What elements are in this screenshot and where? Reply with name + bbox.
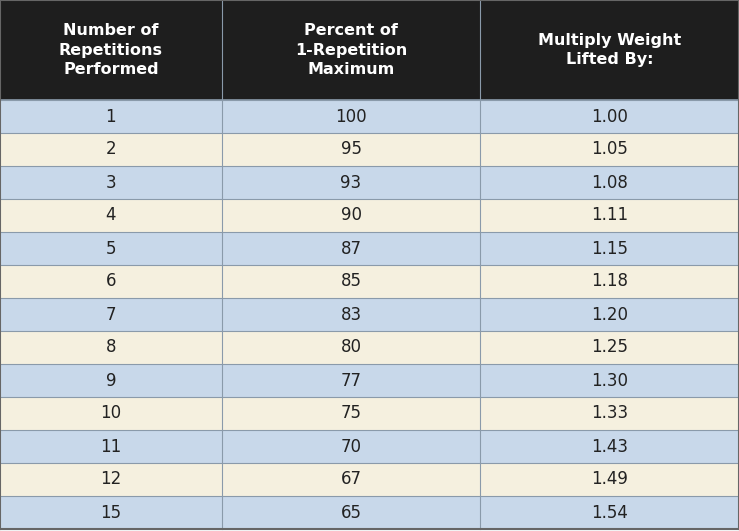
Text: 1: 1 [106,107,116,125]
Bar [0,199,222,232]
Bar [480,0,739,100]
Bar [222,100,480,133]
Text: 95: 95 [341,141,361,158]
Bar [0,364,222,397]
Text: 7: 7 [106,305,116,323]
Bar [222,133,480,166]
Bar [480,232,739,265]
Bar [0,463,222,496]
Text: 1.18: 1.18 [591,272,628,290]
Bar [222,199,480,232]
Text: 1.05: 1.05 [591,141,628,158]
Bar [480,298,739,331]
Bar [0,331,222,364]
Bar [480,199,739,232]
Bar [222,0,480,100]
Text: 1.54: 1.54 [591,503,628,521]
Text: 1.15: 1.15 [591,239,628,258]
Bar [480,397,739,430]
Text: 1.43: 1.43 [591,438,628,456]
Bar [222,397,480,430]
Bar [0,100,222,133]
Text: 9: 9 [106,372,116,390]
Bar [0,496,222,529]
Text: Percent of
1-Repetition
Maximum: Percent of 1-Repetition Maximum [295,23,407,76]
Bar [222,232,480,265]
Bar [222,166,480,199]
Text: 77: 77 [341,372,361,390]
Text: 70: 70 [341,438,361,456]
Text: 11: 11 [101,438,121,456]
Bar [480,100,739,133]
Bar [480,364,739,397]
Bar [222,331,480,364]
Text: 6: 6 [106,272,116,290]
Bar [222,265,480,298]
Text: 15: 15 [101,503,121,521]
Bar [480,133,739,166]
Bar [480,430,739,463]
Text: 65: 65 [341,503,361,521]
Text: 93: 93 [341,174,361,192]
Text: 1.30: 1.30 [591,372,628,390]
Bar [0,265,222,298]
Text: 1.00: 1.00 [591,107,628,125]
Bar [480,331,739,364]
Bar [222,364,480,397]
Text: 5: 5 [106,239,116,258]
Text: 90: 90 [341,207,361,225]
Text: 100: 100 [336,107,367,125]
Text: 10: 10 [101,405,121,423]
Bar [0,298,222,331]
Bar [480,496,739,529]
Text: Multiply Weight
Lifted By:: Multiply Weight Lifted By: [538,33,681,67]
Text: 85: 85 [341,272,361,290]
Text: 1.25: 1.25 [591,338,628,356]
Bar [222,298,480,331]
Text: Number of
Repetitions
Performed: Number of Repetitions Performed [59,23,163,76]
Text: 87: 87 [341,239,361,258]
Text: 3: 3 [106,174,116,192]
Bar [480,265,739,298]
Bar [222,430,480,463]
Bar [222,463,480,496]
Bar [480,166,739,199]
Bar [222,496,480,529]
Bar [0,0,222,100]
Bar [0,166,222,199]
Text: 8: 8 [106,338,116,356]
Bar [0,232,222,265]
Text: 2: 2 [106,141,116,158]
Bar [0,133,222,166]
Text: 1.20: 1.20 [591,305,628,323]
Text: 83: 83 [341,305,361,323]
Text: 1.33: 1.33 [591,405,628,423]
Text: 1.11: 1.11 [591,207,628,225]
Text: 4: 4 [106,207,116,225]
Text: 75: 75 [341,405,361,423]
Text: 80: 80 [341,338,361,356]
Bar [480,463,739,496]
Text: 1.49: 1.49 [591,470,628,489]
Bar [0,430,222,463]
Text: 12: 12 [101,470,121,489]
Bar [0,397,222,430]
Text: 1.08: 1.08 [591,174,628,192]
Text: 67: 67 [341,470,361,489]
